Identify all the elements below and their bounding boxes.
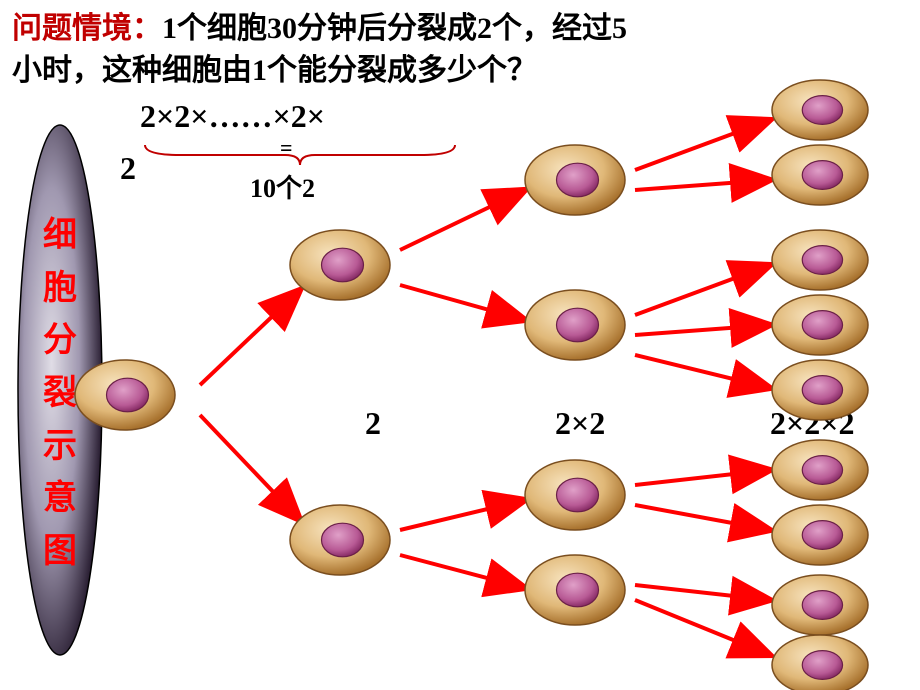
cell-icon bbox=[772, 635, 868, 690]
title-line1: 1个细胞30分钟后分裂成2个，经过5 bbox=[162, 12, 627, 45]
problem-title: 问题情境：1个细胞30分钟后分裂成2个，经过5 小时，这种细胞由1个能分裂成多少… bbox=[12, 8, 908, 92]
cell-icon bbox=[525, 555, 625, 625]
split-arrow bbox=[635, 585, 770, 600]
side-char: 裂 bbox=[15, 368, 105, 421]
cell-icon bbox=[290, 230, 390, 300]
side-char: 细 bbox=[15, 210, 105, 263]
split-arrow bbox=[635, 470, 770, 485]
split-arrow bbox=[400, 190, 525, 250]
split-arrow bbox=[635, 325, 770, 335]
side-char: 胞 bbox=[15, 263, 105, 316]
cell-icon bbox=[772, 295, 868, 355]
title-line2: 小时，这种细胞由1个能分裂成多少个？ bbox=[12, 54, 537, 87]
formula-trailing: 2 bbox=[120, 150, 136, 187]
side-char: 分 bbox=[15, 315, 105, 368]
split-arrow bbox=[635, 505, 770, 530]
brace-label: 10个2 bbox=[250, 168, 315, 205]
split-arrow bbox=[635, 600, 770, 655]
cell-icon bbox=[525, 460, 625, 530]
cell-icon bbox=[525, 145, 625, 215]
split-arrow bbox=[635, 265, 770, 315]
split-arrow bbox=[635, 120, 770, 170]
cell-icon bbox=[772, 440, 868, 500]
cell-icon bbox=[772, 505, 868, 565]
split-arrow bbox=[400, 500, 525, 530]
cell-icon bbox=[525, 290, 625, 360]
split-arrow bbox=[400, 555, 525, 588]
step-label-2: 2×2 bbox=[555, 405, 605, 442]
formula-main: 2×2×……×2× bbox=[140, 98, 325, 135]
cell-icon bbox=[772, 145, 868, 205]
side-char: 示 bbox=[15, 421, 105, 474]
diagram-layer bbox=[0, 0, 920, 690]
side-char: 意 bbox=[15, 473, 105, 526]
title-prefix: 问题情境： bbox=[12, 12, 162, 45]
sidebar-ellipse: 细 胞 分 裂 示 意 图 bbox=[15, 120, 105, 660]
cell-icon bbox=[290, 505, 390, 575]
cell-icon bbox=[772, 230, 868, 290]
step-label-3: 2×2×2 bbox=[770, 405, 854, 442]
split-arrow bbox=[400, 285, 525, 320]
split-arrow bbox=[635, 355, 770, 388]
cell-icon bbox=[772, 575, 868, 635]
side-char: 图 bbox=[15, 526, 105, 579]
split-arrow bbox=[200, 290, 300, 385]
brace-svg bbox=[140, 140, 460, 170]
sidebar-text: 细 胞 分 裂 示 意 图 bbox=[15, 210, 105, 579]
split-arrow bbox=[635, 180, 770, 190]
split-arrow bbox=[200, 415, 300, 520]
step-label-1: 2 bbox=[365, 405, 381, 442]
